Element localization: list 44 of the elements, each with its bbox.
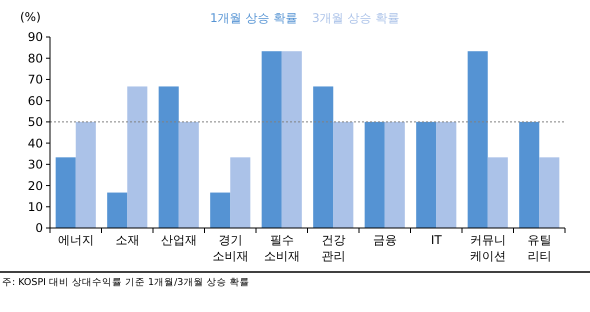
bar [107, 192, 128, 228]
x-tick-label: 금융 [372, 233, 397, 247]
y-tick-label: 20 [28, 178, 43, 193]
y-tick-label: 60 [28, 94, 43, 108]
bar [178, 122, 199, 228]
bar [539, 157, 560, 228]
x-tick-label: 커뮤니 케이션 [470, 233, 506, 263]
text: 3개월 상승 확률 [312, 11, 400, 25]
y-tick-label: 40 [28, 136, 43, 150]
bar [364, 122, 385, 228]
x-tick-label: 소재 [115, 233, 140, 247]
bar [333, 122, 354, 228]
text: 주: KOSPI 대비 상대수익률 기준 1개월/3개월 상승 확률 [2, 277, 250, 288]
x-tick-label: 유틸 리티 [527, 233, 552, 263]
y-tick-label: 70 [28, 72, 43, 87]
x-tick-label: 에너지 [58, 233, 94, 247]
bar [519, 122, 540, 228]
y-tick-label: 10 [28, 200, 43, 214]
x-tick-label: 경기 소비재 [212, 233, 248, 263]
y-axis-title: (%) [20, 10, 41, 24]
bar [76, 122, 96, 228]
bar [416, 122, 436, 228]
bar [488, 157, 508, 228]
bar [158, 86, 179, 228]
y-tick-label: 80 [28, 51, 43, 66]
x-tick-label: 산업재 [160, 233, 197, 247]
x-tick-label: IT [430, 233, 442, 247]
bar [127, 86, 148, 228]
bar [282, 51, 302, 228]
bar [56, 157, 76, 228]
y-tick-label: 0 [35, 221, 43, 236]
x-tick-label: 건강 관리 [321, 233, 346, 263]
bar [230, 157, 250, 228]
text: 1개월 상승 확률 [210, 11, 298, 25]
bar [468, 51, 488, 228]
x-tick-label: 필수 소비재 [264, 233, 300, 263]
bar [384, 122, 405, 228]
bar [262, 51, 282, 228]
bar [436, 122, 456, 228]
y-tick-label: 90 [28, 30, 43, 44]
y-tick-label: 30 [28, 158, 43, 172]
y-tick-label: 50 [28, 115, 43, 130]
bar [210, 192, 230, 228]
bar [313, 86, 334, 228]
